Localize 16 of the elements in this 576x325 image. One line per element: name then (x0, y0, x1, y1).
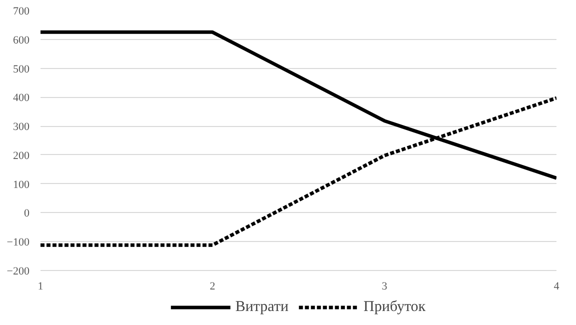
y-tick-label: 400 (13, 92, 30, 104)
y-tick-label: −100 (6, 236, 30, 249)
y-tick-label: 200 (13, 150, 30, 162)
y-tick-label: 500 (13, 63, 30, 76)
x-tick-label: 1 (38, 280, 44, 292)
legend-label: Витрати (235, 298, 289, 316)
y-tick-label: 600 (13, 34, 30, 46)
y-tick-label: 100 (13, 178, 30, 191)
x-tick-label: 2 (210, 280, 216, 292)
x-tick-label: 4 (554, 280, 560, 292)
y-tick-label: 700 (13, 6, 30, 18)
x-tick-label: 3 (382, 280, 388, 292)
y-tick-label: 0 (24, 208, 30, 220)
y-tick-label: 300 (13, 121, 30, 134)
y-tick-label: −200 (6, 266, 30, 278)
legend-label: Прибуток (364, 298, 426, 316)
